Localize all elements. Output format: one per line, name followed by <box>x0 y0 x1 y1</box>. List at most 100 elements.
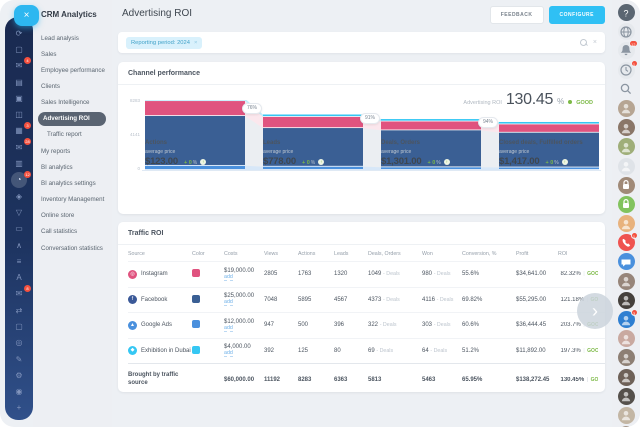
print-icon[interactable]: ▤ <box>15 77 23 87</box>
add-cost-link[interactable]: add <box>224 324 233 332</box>
pen-icon[interactable]: ✎ <box>15 354 23 364</box>
profit-value: $34,641.00 <box>516 271 547 278</box>
actions-value: 500 <box>298 322 309 329</box>
sync-icon[interactable]: ⟳ <box>15 28 23 38</box>
camera-icon[interactable]: ◎ <box>15 338 23 348</box>
filter-icon[interactable]: ◔ 12 <box>11 170 31 188</box>
clear-filter-icon[interactable]: × <box>592 39 597 46</box>
sidebar-item-conversation-statistics[interactable]: Conversation statistics <box>41 244 103 252</box>
column-header: Costs <box>224 251 238 257</box>
dashboard-icon[interactable]: ▢ <box>15 44 23 54</box>
add-cost-link[interactable]: add <box>224 273 233 281</box>
roi-status: GOOD <box>587 347 598 354</box>
tag-icon[interactable]: ◈ <box>15 191 23 201</box>
advertising-roi-stat: Advertising ROI 130.45 % GOOD <box>463 91 593 109</box>
avatar[interactable] <box>617 291 635 309</box>
help-icon[interactable]: ◉ <box>15 387 23 397</box>
deals-value: 69 <box>368 347 377 354</box>
document-icon[interactable]: ▣ <box>15 93 23 103</box>
table-row[interactable]: ◆ Exhibition in Dubai $4,000.00 add 392 125 80… <box>128 337 605 364</box>
archive-icon[interactable]: ▥ <box>15 159 23 169</box>
table-row[interactable]: ▲ Google Ads $12,000.00 add 947 500 396 322 - D… <box>128 312 605 338</box>
sidebar-item-sales-intelligence[interactable]: Sales Intelligence <box>41 99 90 107</box>
settings-icon[interactable]: ⚙ <box>15 370 23 380</box>
won-value: 4116 <box>422 296 437 303</box>
table-row[interactable]: ◎ Instagram $19,000.00 add 2805 1763 1320 1049 … <box>128 261 605 287</box>
sidebar-item-employee-performance[interactable]: Employee performance <box>41 66 105 74</box>
costs-value: $19,000.00 <box>224 267 255 274</box>
y-axis-tick: 0 <box>137 166 140 171</box>
conversion-value: 51.2% <box>462 347 480 354</box>
avatar[interactable] <box>617 272 635 290</box>
sidebar-item-my-reports[interactable]: My reports <box>41 147 71 155</box>
sidebar-item-bi-analytics[interactable]: BI analytics <box>41 163 73 171</box>
mail-icon[interactable]: ✉ 28 <box>15 138 31 152</box>
sidebar-item-traffic-report[interactable]: Traffic report <box>47 131 82 139</box>
avatar[interactable] <box>617 138 635 156</box>
source-name: Google Ads <box>141 322 173 329</box>
won-suffix: - Deals <box>433 271 451 278</box>
transfer-icon[interactable]: ⇄ <box>15 305 23 315</box>
stage-caption: average price <box>263 148 294 155</box>
add-cost-link[interactable]: add <box>224 299 233 307</box>
avatar[interactable] <box>617 99 635 117</box>
bell-icon[interactable]: 12 <box>617 40 638 60</box>
help-icon[interactable]: ? <box>617 4 635 21</box>
scroll-right-button[interactable]: › <box>577 293 613 329</box>
avatar[interactable] <box>617 330 635 348</box>
sidebar-item-sales[interactable]: Sales <box>41 50 57 58</box>
chat-icon[interactable]: ✉ 4 <box>11 56 31 74</box>
color-swatch <box>192 294 200 303</box>
chip-close-icon[interactable]: × <box>193 39 198 46</box>
chat-icon[interactable] <box>617 253 635 271</box>
views-value: 2805 <box>264 271 278 278</box>
sidebar-item-clients[interactable]: Clients <box>41 83 60 91</box>
filter-chip[interactable]: Reporting period: 2024 × <box>126 36 203 49</box>
chart-icon[interactable]: ∧ <box>16 240 22 250</box>
cart-icon[interactable]: ▢ <box>15 321 23 331</box>
avatar[interactable] <box>617 368 635 386</box>
costs-value: $25,000.00 <box>224 293 255 300</box>
search-icon[interactable] <box>579 39 587 46</box>
notification-badge: 4 <box>24 56 31 64</box>
globe-icon[interactable] <box>617 23 635 41</box>
sidebar-item-lead-analysis[interactable]: Lead analysis <box>41 34 79 42</box>
add-cost-link[interactable]: add <box>224 350 233 358</box>
sidebar-item-online-store[interactable]: Online store <box>41 212 75 220</box>
avatar[interactable] <box>617 387 635 405</box>
sidebar-item-call-statistics[interactable]: Call statistics <box>41 228 78 236</box>
sidebar-item-advertising-roi[interactable]: Advertising ROI <box>38 111 106 126</box>
sidebar-item-inventory-management[interactable]: Inventory Management <box>41 196 105 204</box>
close-button[interactable]: × <box>14 5 39 26</box>
bag-icon[interactable]: ▽ <box>15 207 23 217</box>
avatar[interactable] <box>617 349 635 367</box>
feedback-button[interactable]: FEEDBACK <box>489 6 544 24</box>
inbox-icon[interactable]: ✉ 8 <box>11 284 31 302</box>
avatar[interactable] <box>617 215 635 233</box>
code-icon[interactable]: ≡ <box>16 256 22 266</box>
costs-value: $4,000.00 <box>224 344 251 351</box>
table-row[interactable]: f Facebook $25,000.00 add 7048 5895 4567 4373 -… <box>128 286 605 313</box>
folder-icon[interactable]: ▦ 3 <box>11 121 31 139</box>
text-icon[interactable]: A <box>16 273 22 283</box>
gift-icon[interactable]: ▭ <box>15 224 23 234</box>
add-icon[interactable]: + <box>16 403 22 413</box>
leads-value: 4567 <box>334 296 348 303</box>
source-icon: f <box>128 295 137 305</box>
search-icon[interactable] <box>617 80 635 98</box>
roi-unit: % <box>557 97 565 106</box>
phone-icon[interactable]: 1 <box>617 232 638 252</box>
column-header: ROI <box>558 251 568 257</box>
filter-bar[interactable]: Reporting period: 2024 × × <box>118 32 605 53</box>
sidebar-item-bi-analytics-settings[interactable]: BI analytics settings <box>41 179 96 187</box>
configure-button[interactable]: CONFIGURE <box>548 6 605 24</box>
avatar[interactable] <box>617 157 635 175</box>
clock-icon[interactable]: 1 <box>617 59 638 79</box>
lock-icon[interactable] <box>617 176 635 194</box>
roi-value: 82.32% <box>560 271 581 278</box>
avatar[interactable] <box>617 406 635 424</box>
lock-icon[interactable] <box>617 195 635 213</box>
avatar[interactable]: 3 <box>617 309 638 328</box>
team-icon[interactable]: ◫ <box>15 110 23 120</box>
avatar[interactable] <box>617 119 635 137</box>
